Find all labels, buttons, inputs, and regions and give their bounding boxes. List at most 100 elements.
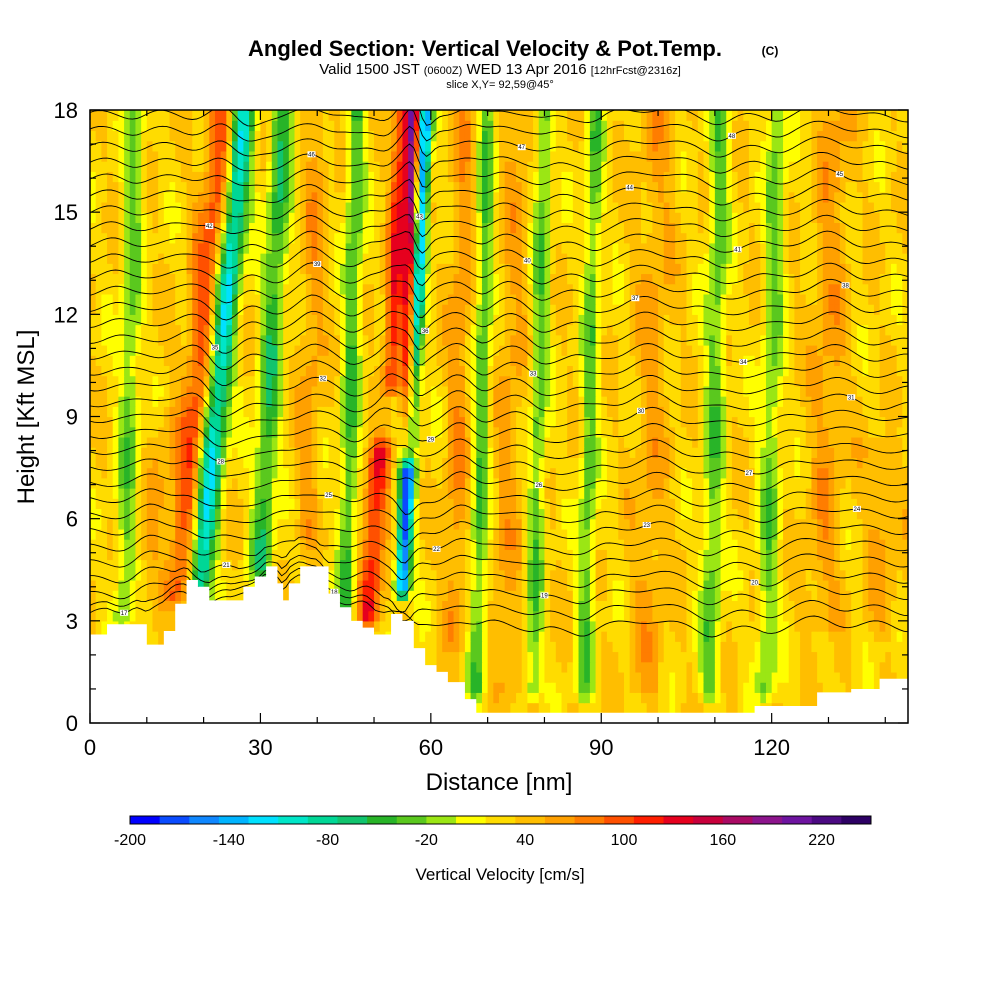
velocity-cell <box>476 539 483 550</box>
velocity-cell <box>612 447 619 458</box>
velocity-cell <box>765 661 773 673</box>
velocity-cell <box>550 365 557 377</box>
velocity-cell <box>527 447 534 458</box>
velocity-cell <box>430 539 438 550</box>
velocity-cell <box>533 436 540 448</box>
velocity-cell <box>442 375 449 387</box>
velocity-cell <box>504 498 511 510</box>
velocity-cell <box>453 559 460 571</box>
velocity-cell <box>226 416 233 428</box>
velocity-cell <box>493 702 500 714</box>
velocity-cell <box>567 682 574 693</box>
velocity-cell <box>249 539 256 550</box>
velocity-cell <box>538 620 546 632</box>
velocity-cell <box>851 416 858 428</box>
velocity-cell <box>90 488 97 499</box>
velocity-cell <box>737 375 744 387</box>
velocity-cell <box>635 385 642 397</box>
velocity-cell <box>459 559 466 571</box>
velocity-cell <box>413 488 421 499</box>
velocity-cell <box>851 641 858 653</box>
velocity-cell <box>459 579 466 591</box>
velocity-cell <box>95 488 102 499</box>
velocity-cell <box>328 477 335 489</box>
velocity-cell <box>822 671 830 683</box>
velocity-cell <box>232 528 239 540</box>
velocity-cell <box>538 518 546 530</box>
velocity-cell <box>368 406 375 418</box>
velocity-cell <box>851 559 858 571</box>
velocity-cell <box>436 447 443 458</box>
velocity-cell <box>283 579 290 591</box>
velocity-cell <box>646 498 653 510</box>
velocity-cell <box>464 447 472 458</box>
velocity-cell <box>652 457 659 469</box>
velocity-cell <box>686 641 693 653</box>
velocity-cell <box>345 406 352 418</box>
velocity-cell <box>510 508 517 520</box>
velocity-cell <box>351 600 358 612</box>
velocity-cell <box>379 457 386 469</box>
velocity-cell <box>629 498 636 510</box>
velocity-cell <box>481 396 489 407</box>
velocity-cell <box>163 467 171 479</box>
velocity-cell <box>726 590 733 601</box>
velocity-cell <box>885 661 892 673</box>
velocity-cell <box>612 590 619 601</box>
velocity-cell <box>101 569 108 581</box>
velocity-cell <box>459 436 466 448</box>
velocity-cell <box>765 569 773 581</box>
velocity-cell <box>527 375 534 387</box>
velocity-cell <box>811 436 818 448</box>
velocity-cell <box>391 600 398 612</box>
velocity-cell <box>856 426 864 438</box>
velocity-cell <box>765 477 773 489</box>
velocity-cell <box>697 692 705 704</box>
velocity-cell <box>430 528 438 540</box>
velocity-cell <box>561 426 568 438</box>
velocity-cell <box>294 488 301 499</box>
velocity-cell <box>396 416 404 428</box>
velocity-cell <box>260 508 267 520</box>
velocity-cell <box>726 559 733 571</box>
velocity-cell <box>90 498 97 510</box>
velocity-cell <box>538 396 546 407</box>
velocity-cell <box>658 539 665 550</box>
velocity-cell <box>686 671 693 683</box>
velocity-cell <box>720 498 727 510</box>
velocity-cell <box>402 610 409 622</box>
velocity-cell <box>300 498 307 510</box>
velocity-cell <box>334 416 341 428</box>
velocity-cell <box>538 579 546 591</box>
velocity-cell <box>254 549 262 561</box>
velocity-cell <box>828 671 835 683</box>
velocity-cell <box>561 559 568 571</box>
velocity-cell <box>362 406 369 418</box>
velocity-cell <box>839 396 847 407</box>
velocity-cell <box>510 518 517 530</box>
velocity-cell <box>618 579 625 591</box>
velocity-cell <box>197 518 205 530</box>
velocity-cell <box>692 692 699 704</box>
velocity-cell <box>283 477 290 489</box>
velocity-cell <box>879 385 886 397</box>
velocity-cell <box>152 457 159 469</box>
velocity-cell <box>851 610 858 622</box>
velocity-cell <box>487 620 494 632</box>
velocity-cell <box>129 579 137 591</box>
velocity-cell <box>896 426 903 438</box>
velocity-cell <box>356 518 364 530</box>
velocity-cell <box>220 436 227 448</box>
velocity-cell <box>606 436 614 448</box>
velocity-cell <box>146 488 154 499</box>
velocity-cell <box>294 559 301 571</box>
velocity-cell <box>555 396 563 407</box>
velocity-cell <box>237 518 244 530</box>
velocity-cell <box>396 539 404 550</box>
velocity-cell <box>601 610 608 622</box>
velocity-cell <box>521 406 528 418</box>
velocity-cell <box>192 549 199 561</box>
velocity-cell <box>328 447 335 458</box>
velocity-cell <box>868 528 875 540</box>
velocity-cell <box>890 436 898 448</box>
